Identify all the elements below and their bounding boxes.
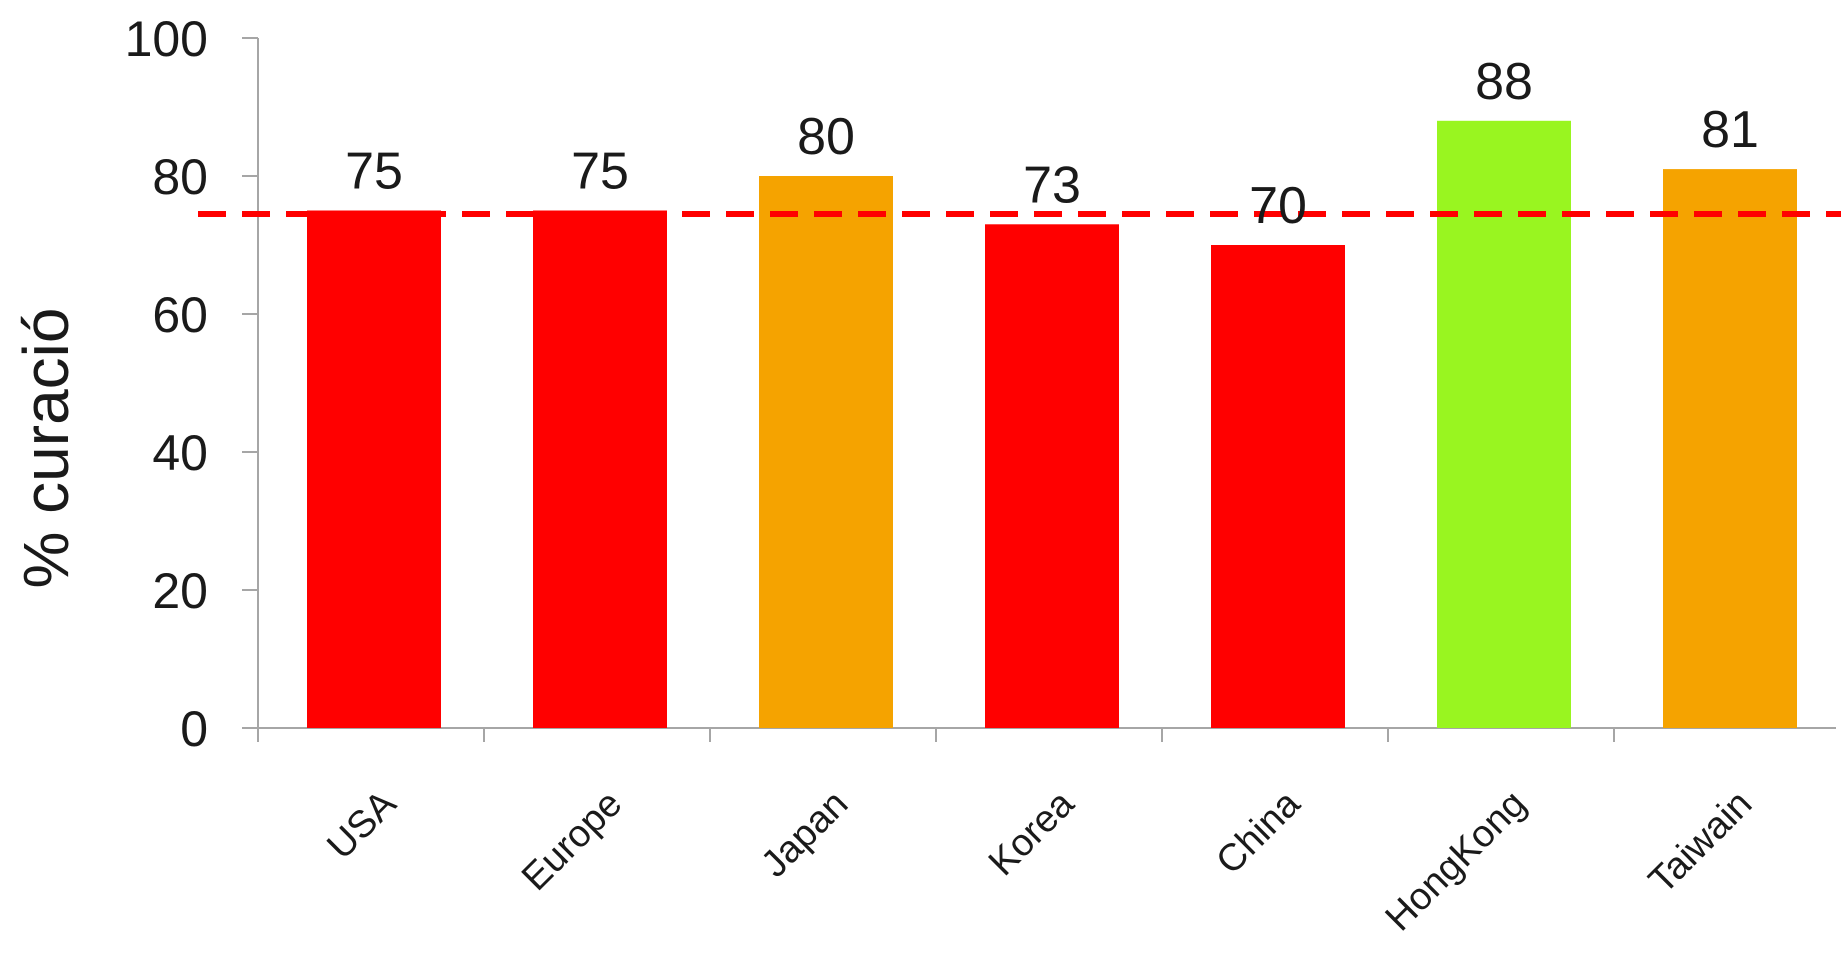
- y-tick-label: 0: [180, 701, 208, 757]
- y-tick-label: 20: [152, 563, 208, 619]
- x-category-label: Taiwain: [1641, 783, 1760, 902]
- bar: [985, 224, 1119, 729]
- bar: [1211, 245, 1345, 728]
- data-label: 75: [571, 143, 629, 201]
- y-tick-label: 80: [152, 149, 208, 205]
- data-label: 88: [1475, 53, 1533, 111]
- data-label: 73: [1023, 156, 1081, 214]
- bar: [1663, 169, 1797, 729]
- x-category-label: HongKong: [1378, 783, 1535, 940]
- bar: [533, 210, 667, 728]
- x-category-label: Korea: [981, 782, 1083, 884]
- y-axis-title: % curació: [10, 308, 82, 589]
- data-label: 75: [345, 143, 403, 201]
- bar: [759, 176, 893, 728]
- x-category-label: Japan: [753, 783, 856, 886]
- chart-bars: [307, 120, 1797, 729]
- y-tick-label: 40: [152, 425, 208, 481]
- data-label: 70: [1249, 177, 1307, 235]
- y-tick-label: 60: [152, 287, 208, 343]
- data-label: 80: [797, 108, 855, 166]
- bar: [1437, 120, 1571, 729]
- x-category-label: Europe: [514, 783, 630, 899]
- x-category-label: China: [1208, 782, 1309, 883]
- x-category-label: USA: [319, 782, 404, 867]
- bar: [307, 210, 441, 728]
- y-tick-label: 100: [125, 11, 208, 67]
- data-label: 81: [1701, 101, 1759, 159]
